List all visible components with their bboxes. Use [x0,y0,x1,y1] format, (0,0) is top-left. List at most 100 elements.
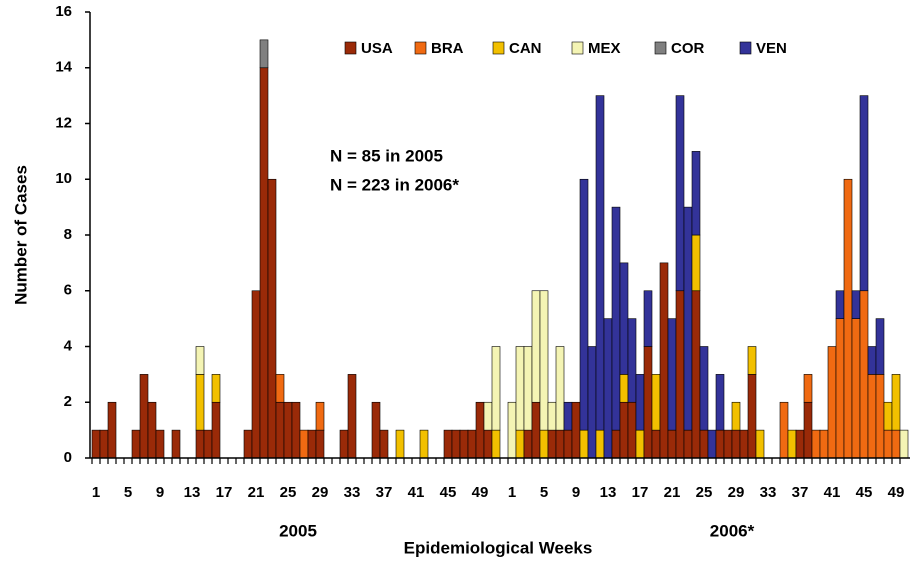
bar-segment [443,429,453,459]
x-tick-label: 5 [124,484,132,501]
bar-segment [675,290,685,459]
x-tick-label: 21 [248,484,265,501]
bar-segment [811,429,821,459]
bar-segment [691,290,701,459]
x-tick-label: 29 [312,484,329,501]
bar-segment [715,374,725,431]
bar-segment [667,429,677,459]
legend-swatch [414,41,427,55]
bar-segment [347,374,357,459]
bar-segment [635,374,645,431]
x-tick-label: 37 [792,484,809,501]
bar-segment [491,429,501,459]
x-tick-label: 33 [344,484,361,501]
bar-segment [259,39,269,69]
y-tick-label: 6 [64,282,72,299]
bar-segment [731,401,741,431]
x-tick-label: 45 [440,484,457,501]
bar-segment [747,374,757,459]
bar-segment [643,290,653,347]
bar-segment [787,429,797,459]
bar-segment [619,262,629,375]
bar-segment [891,374,901,431]
bar-segment [715,429,725,459]
bar-segment [195,346,205,375]
x-tick-label: 41 [408,484,425,501]
bar-segment [291,401,301,459]
bar-segment [603,318,613,459]
x-tick-label: 17 [632,484,649,501]
bar-segment [491,346,501,431]
bar-segment [867,374,877,459]
bar-segment [507,401,517,459]
bar-segment [275,401,285,459]
bar-segment [899,429,909,459]
bar-segment [243,429,253,459]
bar-segment [563,429,573,459]
bar-segment [779,401,789,459]
bar-segment [803,374,813,403]
bar-segment [651,374,661,431]
bar-segment [611,429,621,459]
legend-swatch [344,41,357,55]
x-tick-label: 13 [600,484,617,501]
bar-segment [827,346,837,459]
bar-segment [635,429,645,459]
bar-segment [203,429,213,459]
bar-segment [883,429,893,459]
bar-segment [171,429,181,459]
bar-segment [587,346,597,459]
x-tick-label: 41 [824,484,841,501]
y-tick-label: 8 [64,226,72,243]
bar-segment [275,374,285,403]
legend-label: BRA [431,40,464,57]
bar-segment [819,429,829,459]
legend-label: MEX [588,40,621,57]
x-tick-label: 33 [760,484,777,501]
bar-segment [307,429,317,459]
bar-segment [875,374,885,459]
bar-segment [539,429,549,459]
bar-segment [531,290,541,403]
bar-segment [539,290,549,431]
bar-segment [627,318,637,403]
bar-segment [531,401,541,459]
y-tick-label: 2 [64,393,72,410]
bar-segment [483,429,493,459]
bar-segment [883,401,893,431]
y-tick-label: 0 [64,449,72,466]
x-tick-label: 25 [696,484,713,501]
y-tick-label: 4 [64,337,73,354]
bar-segment [91,429,101,459]
bar-segment [859,95,869,292]
bar-segment [611,206,621,431]
bar-segment [299,429,309,459]
bar-segment [675,95,685,292]
bar-segment [579,429,589,459]
x-tick-label: 25 [280,484,297,501]
x-tick-label: 1 [508,484,516,501]
year-label: 2005 [279,521,317,540]
bar-segment [419,429,429,459]
bar-segment [595,95,605,431]
x-tick-label: 21 [664,484,681,501]
bar-segment [523,429,533,459]
bar-segment [107,401,117,459]
bar-segment [891,429,901,459]
bar-segment [379,429,389,459]
bar-segment [131,429,141,459]
bar-segment [555,429,565,459]
bar-segment [523,346,533,431]
bar-segment [699,346,709,431]
bar-segment [723,429,733,459]
bar-segment [651,429,661,459]
annotation: N = 223 in 2006* [330,175,459,194]
x-tick-label: 9 [572,484,580,501]
bar-segment [579,178,589,431]
x-tick-label: 9 [156,484,164,501]
bar-segment [339,429,349,459]
x-tick-label: 37 [376,484,393,501]
bar-segment [867,346,877,375]
x-tick-label: 13 [184,484,201,501]
